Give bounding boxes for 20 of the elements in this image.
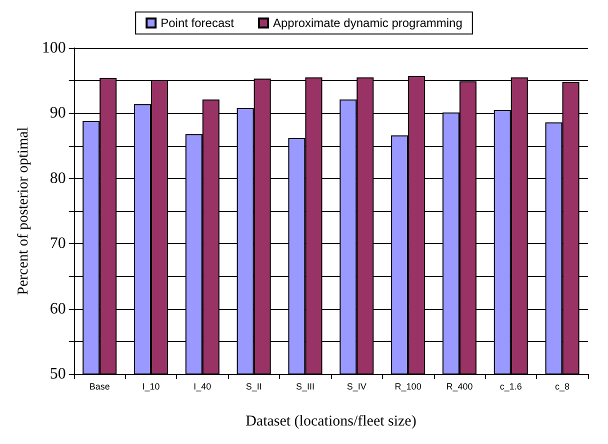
x-axis-title: Dataset (locations/fleet size) — [246, 414, 416, 430]
x-tick-label: S_IV — [346, 382, 366, 392]
y-tick-label: 80 — [50, 170, 66, 187]
x-tick-label: Base — [89, 382, 110, 392]
legend-label: Point forecast — [160, 16, 235, 30]
x-tick-label: I_10 — [142, 382, 160, 392]
x-tick-label: I_40 — [194, 382, 212, 392]
legend-label: Approximate dynamic programming — [272, 16, 462, 30]
x-tick-label: S_II — [246, 382, 262, 392]
y-tick-label: 100 — [42, 40, 66, 56]
y-tick-label: 60 — [50, 300, 66, 318]
x-tick-label: R_400 — [446, 382, 473, 392]
y-axis-title: Percent of posterior optimal — [16, 127, 32, 295]
x-tick-label: c_8 — [555, 382, 570, 392]
y-tick-label: 90 — [50, 104, 66, 122]
x-tick-label: S_III — [296, 382, 315, 392]
x-tick-label: R_100 — [394, 382, 422, 392]
y-tick-label: 50 — [50, 366, 66, 382]
y-tick-label: 70 — [50, 235, 66, 252]
x-tick-label: c_1.6 — [500, 382, 522, 392]
